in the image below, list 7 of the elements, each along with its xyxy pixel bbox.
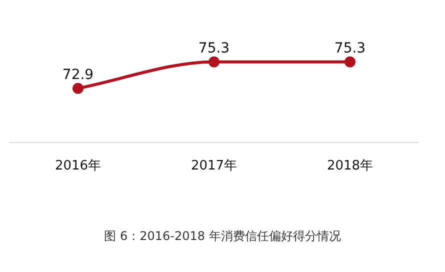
data-label: 72.9 xyxy=(62,66,94,83)
x-tick-label: 2016年 xyxy=(54,158,102,174)
data-label: 75.3 xyxy=(198,40,230,56)
x-tick-label: 2017年 xyxy=(190,158,238,174)
data-label: 75.3 xyxy=(334,40,366,56)
x-tick-label: 2018年 xyxy=(326,158,374,174)
caption: 图 6：2016-2018 年消费信任偏好得分情况 xyxy=(103,228,342,245)
